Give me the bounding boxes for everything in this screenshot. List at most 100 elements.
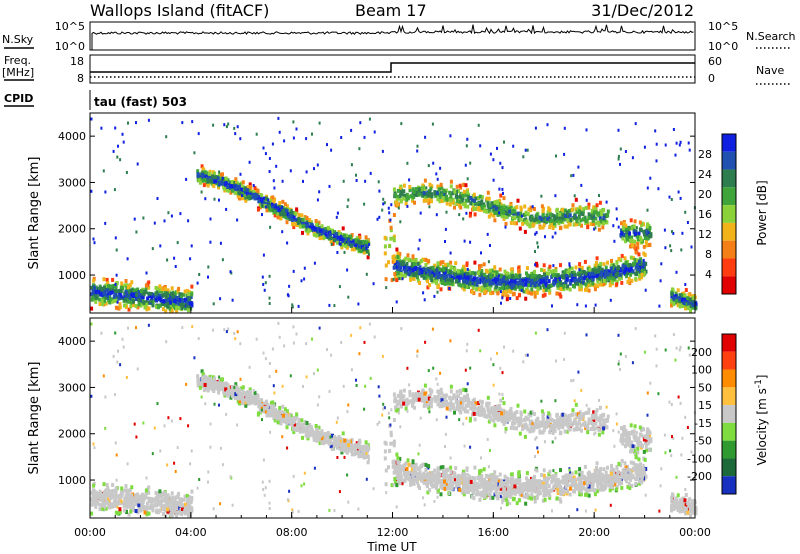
power-echo-cell — [213, 175, 217, 180]
velocity-echo-cell — [285, 425, 289, 430]
power-echo-cell — [357, 244, 361, 249]
power-speckle — [263, 288, 266, 292]
power-echo-cell — [502, 211, 506, 215]
power-echo-cell — [558, 226, 562, 231]
velocity-echo-cell — [257, 404, 261, 409]
power-echo-cell — [396, 265, 399, 270]
power-echo-cell — [365, 240, 369, 245]
velocity-echo-cell — [501, 498, 505, 503]
power-echo-cell — [642, 232, 646, 237]
power-echo-cell — [480, 195, 484, 200]
power-echo-cell — [518, 273, 522, 278]
power-speckle — [316, 198, 319, 202]
power-echo-cell — [516, 211, 520, 216]
power-echo-cell — [114, 284, 118, 289]
velocity-echo-cell — [185, 506, 189, 510]
power-echo-cell — [493, 200, 497, 205]
power-echo-cell — [529, 208, 533, 213]
power-speckle — [399, 220, 402, 224]
velocity-echo-cell — [109, 489, 113, 494]
power-echo-cell — [512, 283, 516, 288]
velocity-echo-cell — [117, 499, 121, 504]
power-echo-cell — [123, 303, 126, 308]
power-echo-cell — [135, 297, 138, 301]
power-echo-cell — [515, 221, 518, 226]
power-echo-cell — [488, 203, 492, 208]
power-speckle — [209, 240, 212, 244]
velocity-echo-cell — [231, 393, 234, 398]
power-echo-cell — [467, 285, 470, 289]
power-echo-cell — [344, 244, 348, 248]
velocity-echo-cell — [104, 506, 108, 511]
power-echo-cell — [556, 282, 560, 287]
power-echo-cell — [634, 250, 638, 255]
power-echo-cell — [146, 285, 150, 290]
velocity-echo-cell — [178, 503, 182, 507]
power-echo-cell — [623, 264, 627, 269]
power-echo-cell — [597, 268, 601, 273]
power-echo-cell — [90, 306, 94, 311]
velocity-echo-cell — [638, 481, 642, 486]
power-echo-cell — [127, 299, 131, 304]
power-echo-cell — [128, 296, 132, 301]
power-echo-cell — [549, 269, 553, 274]
power-speckle — [132, 301, 135, 305]
power-echo-cell — [599, 261, 603, 266]
velocity-echo-cell — [228, 389, 232, 393]
velocity-echo-cell — [111, 482, 115, 487]
power-echo-cell — [190, 284, 194, 289]
power-echo-cell — [479, 263, 483, 268]
power-echo-cell — [478, 266, 481, 271]
power-echo-cell — [578, 209, 581, 214]
power-speckle — [267, 198, 270, 202]
power-echo-cell — [472, 198, 476, 203]
power-speckle — [173, 256, 176, 260]
power-echo-cell — [162, 299, 166, 304]
power-speckle — [378, 189, 381, 193]
velocity-echo-cell — [92, 483, 96, 488]
power-echo-cell — [621, 236, 625, 241]
power-echo-cell — [625, 229, 629, 234]
power-echo-cell — [504, 209, 508, 214]
velocity-echo-cell — [90, 497, 94, 502]
power-echo-cell — [640, 264, 644, 268]
power-echo-cell — [145, 307, 149, 312]
power-speckle — [153, 221, 156, 225]
power-echo-cell — [347, 238, 350, 243]
power-echo-cell — [103, 285, 106, 290]
power-speckle — [343, 250, 346, 254]
power-echo-cell — [396, 203, 400, 208]
velocity-echo-cell — [108, 502, 112, 507]
power-echo-cell — [416, 275, 419, 280]
power-speckle — [512, 144, 515, 148]
velocity-echo-cell — [184, 502, 187, 507]
power-echo-cell — [163, 303, 167, 308]
power-echo-cell — [142, 292, 146, 297]
power-echo-cell — [427, 191, 431, 196]
power-speckle — [563, 126, 566, 130]
velocity-echo-cell — [362, 455, 366, 460]
power-echo-cell — [257, 199, 261, 204]
power-echo-cell — [626, 279, 630, 284]
power-echo-cell — [121, 286, 125, 291]
velocity-echo-cell — [260, 403, 264, 408]
power-echo-cell — [629, 226, 633, 231]
date-title: 31/Dec/2012 — [591, 1, 694, 20]
power-speckle — [663, 228, 666, 232]
velocity-echo-cell — [276, 420, 280, 425]
power-echo-cell — [264, 196, 268, 201]
power-echo-cell — [154, 297, 158, 302]
power-speckle — [338, 242, 341, 246]
power-echo-cell — [461, 201, 465, 206]
power-echo-cell — [538, 215, 542, 220]
power-echo-cell — [429, 199, 433, 204]
power-echo-cell — [393, 265, 397, 270]
velocity-echo-cell — [247, 393, 251, 398]
velocity-echo-cell — [100, 492, 104, 497]
power-echo-cell — [466, 272, 470, 277]
power-echo-cell — [645, 224, 649, 229]
power-echo-cell — [270, 199, 274, 204]
power-speckle — [537, 245, 539, 249]
power-echo-cell — [252, 190, 256, 195]
power-echo-cell — [676, 288, 680, 293]
